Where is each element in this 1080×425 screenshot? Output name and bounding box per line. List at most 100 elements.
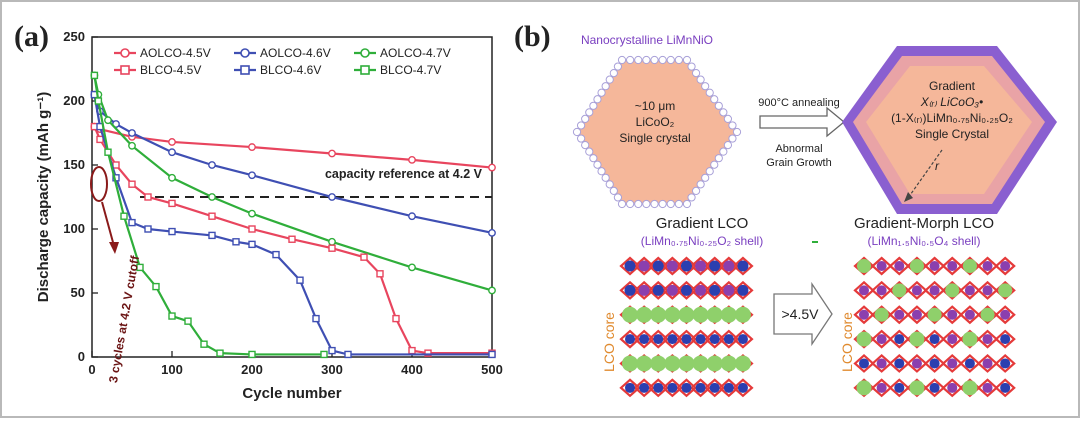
data-point <box>168 148 176 157</box>
series-layer <box>90 71 496 359</box>
oxygen-bond <box>959 305 981 325</box>
oxygen-bond <box>976 256 999 276</box>
atom <box>680 284 692 296</box>
cutoff-arrowhead <box>109 242 119 254</box>
nanocrystal-bead <box>609 186 618 196</box>
nanocrystal-bead <box>650 199 659 209</box>
atom <box>876 285 887 296</box>
atom <box>859 285 869 296</box>
data-point <box>128 218 136 227</box>
nanocrystal-bead <box>617 55 627 65</box>
oxygen-bond <box>718 329 740 349</box>
lattice-bonds <box>619 256 754 398</box>
lattice-atoms <box>856 259 1013 396</box>
panel-b: (b) Nanocrystalline LiMnNiO ~10 μm LiCoO… <box>512 2 1080 420</box>
data-point <box>296 276 304 284</box>
nanocrystal-bead <box>710 95 719 104</box>
data-point <box>328 244 336 252</box>
atom <box>982 285 993 296</box>
annealing-label: 900°C annealing <box>758 97 839 109</box>
oxygen-bond <box>689 329 712 349</box>
atom <box>625 382 635 393</box>
nanocrystal-bead <box>714 154 723 163</box>
atom <box>929 334 940 345</box>
nanocrystal-bead <box>581 114 590 124</box>
nanocrystal-bead <box>719 147 728 156</box>
atom <box>998 283 1013 298</box>
cutoff-label: 3 cycles at 4.2 V cutoff <box>106 254 142 384</box>
atom <box>639 382 650 393</box>
series-line <box>93 125 493 169</box>
atom <box>706 306 723 323</box>
data-point <box>144 225 152 233</box>
oxygen-bond <box>959 353 981 373</box>
atom <box>667 334 678 345</box>
atom <box>650 355 667 372</box>
nanocrystal-bead <box>658 199 667 209</box>
atom <box>737 284 749 296</box>
atom <box>680 260 692 272</box>
nanocrystal-bead <box>682 55 692 65</box>
nanocrystal-bead <box>723 114 733 124</box>
oxygen-bond <box>704 280 726 300</box>
tick-layer: 0 100 200 300 400 500 0 50 100 150 200 250 <box>63 29 503 377</box>
x-tick-label: 100 <box>161 362 183 377</box>
nanocrystal-bead <box>601 173 610 182</box>
growth-label-2: Grain Growth <box>766 157 831 169</box>
series-blco-4-6v <box>90 90 496 359</box>
atom <box>911 358 922 369</box>
oxygen-bond <box>888 305 910 325</box>
atom <box>723 260 735 272</box>
x-axis-label: Cycle number <box>242 385 341 402</box>
nanocrystal-bead <box>687 62 696 71</box>
data-point <box>376 270 384 278</box>
gradient-text-4: Single Crystal <box>915 127 989 141</box>
oxygen-bond <box>994 329 1016 349</box>
oxygen-bond <box>732 280 754 300</box>
nanocrystal-bead <box>634 55 643 65</box>
oxygen-bond <box>661 378 684 398</box>
data-point <box>216 349 224 357</box>
oxygen-bond <box>976 329 999 349</box>
gradient-lco-title: Gradient LCO <box>656 215 749 232</box>
series-aolco-4-7v <box>90 71 496 295</box>
x-tick-label: 200 <box>241 362 263 377</box>
atom <box>947 358 958 369</box>
atom <box>982 358 993 369</box>
atom <box>962 259 977 273</box>
legend-label: AOLCO-4.6V <box>260 46 331 60</box>
atom <box>650 306 667 323</box>
data-point <box>120 212 128 220</box>
atom <box>945 283 960 298</box>
oxygen-bond <box>633 280 655 300</box>
oxygen-bond <box>941 353 963 373</box>
radius-arrowhead <box>904 192 913 202</box>
oxygen-bond <box>633 329 655 349</box>
oxygen-bond <box>718 256 740 276</box>
series-line <box>93 94 492 356</box>
oxygen-bond <box>689 280 712 300</box>
voltage-label: >4.5V <box>782 306 820 322</box>
nanocrystal-bead <box>593 95 602 104</box>
atom <box>1000 382 1011 393</box>
atom <box>636 306 653 323</box>
atom <box>720 306 737 323</box>
atom <box>1000 334 1011 345</box>
atom <box>962 380 978 396</box>
oxygen-bond <box>870 280 893 300</box>
oxygen-bond <box>619 329 641 349</box>
oxygen-bond <box>888 353 910 373</box>
atom <box>964 358 975 369</box>
oxygen-bond <box>633 378 655 398</box>
oxygen-bond <box>976 280 999 300</box>
data-point <box>328 149 336 158</box>
data-point <box>104 116 112 125</box>
data-point <box>128 129 136 137</box>
x-tick-label: 500 <box>481 362 503 377</box>
data-point <box>328 346 336 355</box>
atom <box>1000 261 1011 271</box>
nanocrystal-bead <box>642 199 651 209</box>
atom <box>859 358 869 369</box>
oxygen-bond <box>888 329 910 349</box>
nanocrystal-bead <box>597 88 606 97</box>
